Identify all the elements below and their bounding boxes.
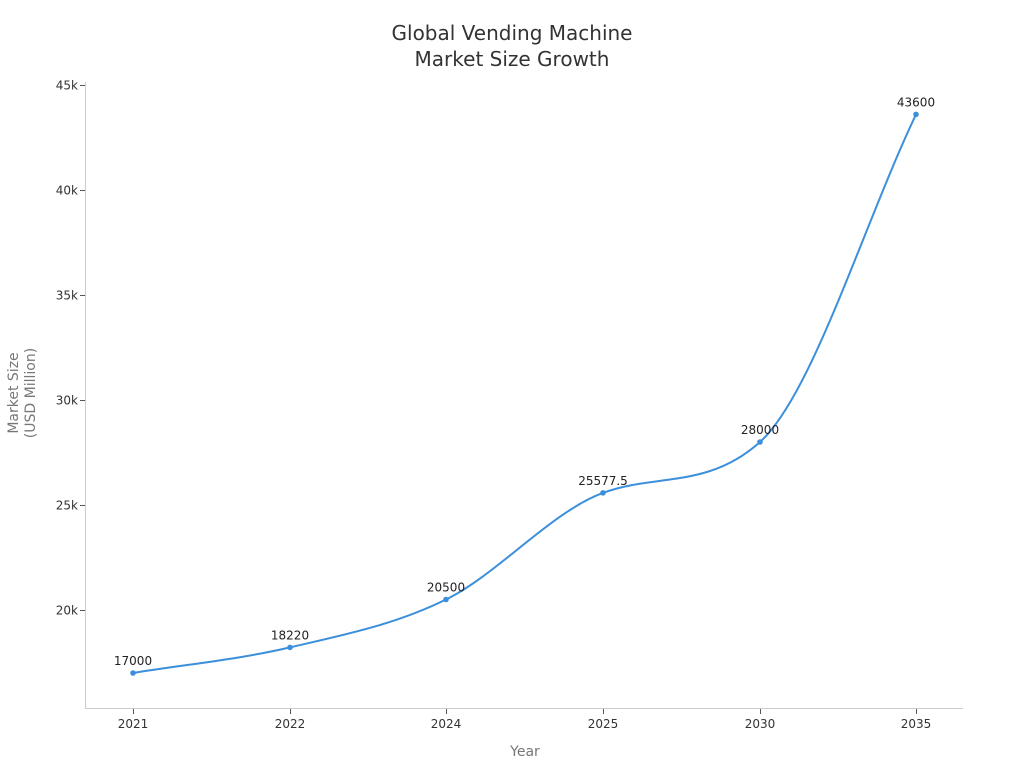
data-point: [443, 596, 449, 603]
y-tick-label: 35k: [56, 289, 78, 303]
data-point: [913, 111, 919, 118]
data-label: 20500: [427, 581, 465, 595]
y-axis-ticks: 20k 25k 30k 35k 40k 45k: [56, 79, 85, 618]
data-label: 28000: [741, 423, 779, 437]
data-labels: 17000 18220 20500 25577.5 28000 43600: [114, 95, 935, 668]
chart-title-line-2: Market Size Growth: [415, 47, 610, 71]
x-axis-ticks: 2021 2022 2024 2025 2030 2035: [118, 709, 932, 731]
data-label: 18220: [271, 628, 309, 642]
y-tick-label: 20k: [56, 604, 78, 618]
x-tick-label: 2035: [901, 717, 932, 731]
data-point: [757, 439, 763, 445]
x-tick-label: 2024: [431, 717, 462, 731]
x-tick-label: 2025: [588, 717, 619, 731]
y-tick-label: 40k: [56, 184, 78, 198]
y-axis-title-line-1: Market Size: [6, 352, 22, 433]
x-tick-label: 2022: [275, 717, 306, 731]
x-tick-label: 2021: [118, 717, 149, 731]
y-tick-label: 45k: [56, 79, 78, 93]
data-point: [600, 490, 606, 496]
x-axis-title: Year: [509, 744, 540, 760]
data-points: [130, 111, 919, 676]
data-label: 17000: [114, 654, 152, 668]
y-tick-label: 30k: [56, 394, 78, 408]
chart-title: Global Vending Machine Market Size Growt…: [392, 21, 633, 71]
chart-title-line-1: Global Vending Machine: [392, 21, 633, 45]
x-tick-label: 2030: [745, 717, 776, 731]
series-line-market-size: [132, 113, 917, 674]
data-label: 43600: [897, 95, 935, 109]
data-point: [287, 644, 293, 651]
y-axis-title-line-2: (USD Million): [23, 348, 39, 438]
y-axis-title: Market Size (USD Million): [6, 348, 39, 438]
data-label: 25577.5: [578, 474, 628, 488]
y-tick-label: 25k: [56, 499, 78, 513]
data-point: [130, 670, 136, 676]
